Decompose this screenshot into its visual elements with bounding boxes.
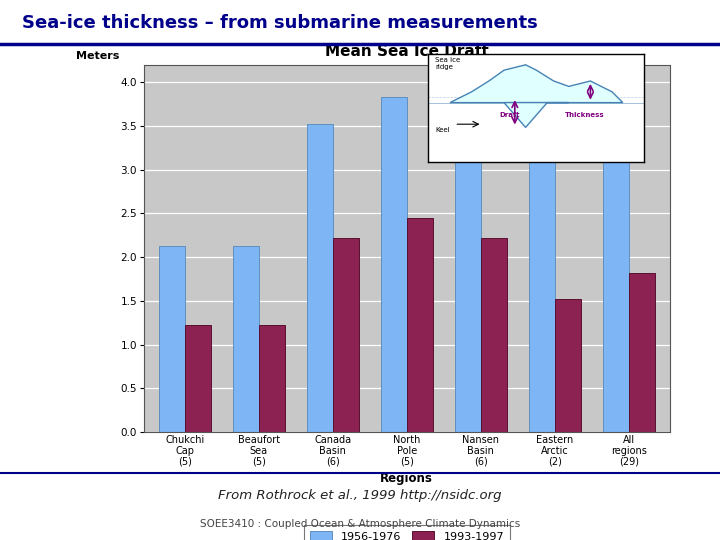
Text: Meters: Meters: [76, 51, 119, 61]
Bar: [233, 246, 258, 432]
Bar: [481, 238, 507, 432]
Legend: 1956-1976, 1993-1997: 1956-1976, 1993-1997: [304, 525, 510, 540]
Bar: [529, 144, 555, 432]
Bar: [455, 91, 481, 432]
Text: Thickness: Thickness: [564, 112, 604, 118]
Bar: [555, 299, 581, 432]
Bar: [185, 325, 211, 432]
Text: SOEE3410 : Coupled Ocean & Atmosphere Climate Dynamics: SOEE3410 : Coupled Ocean & Atmosphere Cl…: [200, 519, 520, 530]
Polygon shape: [504, 103, 569, 127]
Title: Mean Sea Ice Draft: Mean Sea Ice Draft: [325, 44, 489, 59]
Bar: [407, 218, 433, 432]
Text: Draft: Draft: [500, 112, 520, 118]
Text: ridge: ridge: [435, 64, 453, 70]
Bar: [333, 238, 359, 432]
Bar: [307, 124, 333, 432]
X-axis label: Regions: Regions: [380, 472, 433, 485]
Bar: [159, 246, 185, 432]
Bar: [603, 159, 629, 432]
Text: Sea ice: Sea ice: [435, 57, 460, 63]
Bar: [629, 273, 654, 432]
Bar: [258, 325, 284, 432]
Bar: [381, 97, 407, 432]
Text: Keel: Keel: [435, 127, 449, 133]
Polygon shape: [450, 65, 623, 103]
Text: From Rothrock et al., 1999 http://nsidc.org: From Rothrock et al., 1999 http://nsidc.…: [218, 489, 502, 502]
Text: Sea-ice thickness – from submarine measurements: Sea-ice thickness – from submarine measu…: [22, 14, 537, 31]
